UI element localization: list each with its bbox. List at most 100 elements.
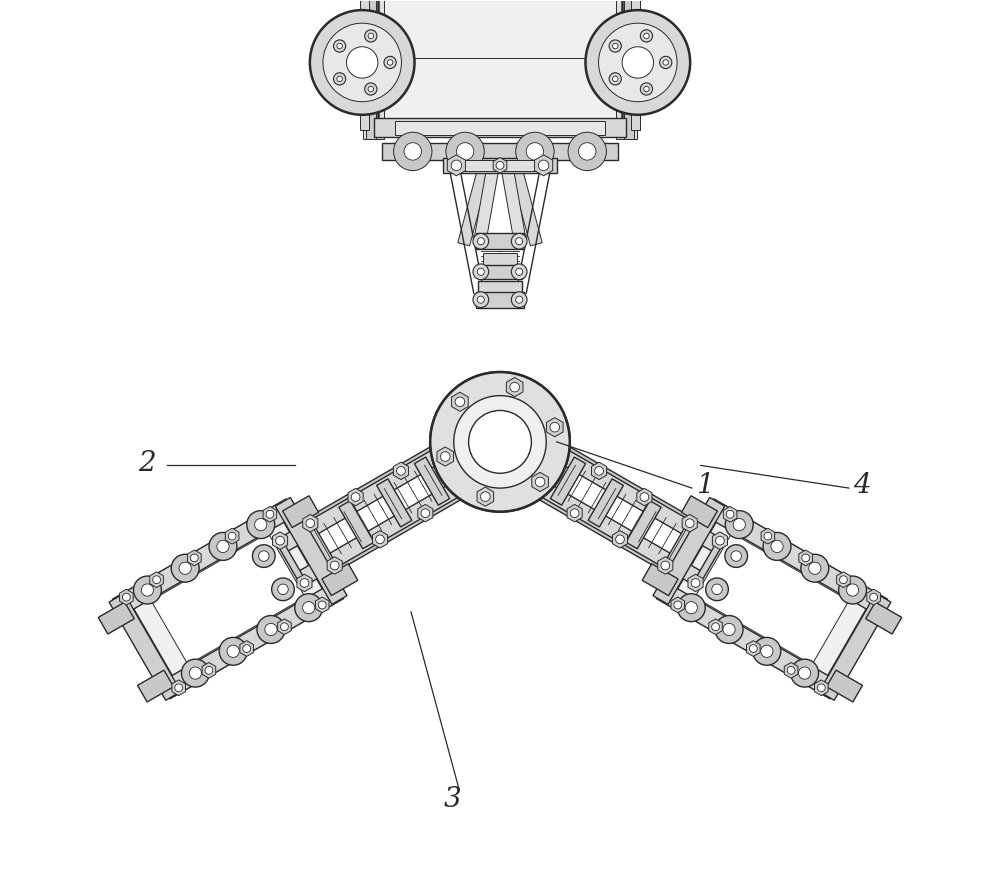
Polygon shape bbox=[271, 540, 306, 588]
Circle shape bbox=[644, 33, 649, 38]
Circle shape bbox=[538, 160, 549, 171]
Circle shape bbox=[446, 132, 484, 171]
Polygon shape bbox=[505, 463, 710, 590]
Circle shape bbox=[243, 645, 251, 653]
Polygon shape bbox=[382, 143, 618, 160]
Polygon shape bbox=[815, 680, 828, 696]
Polygon shape bbox=[348, 488, 363, 506]
Polygon shape bbox=[688, 574, 703, 592]
Polygon shape bbox=[694, 540, 729, 588]
Circle shape bbox=[457, 440, 467, 451]
Circle shape bbox=[616, 535, 624, 543]
Polygon shape bbox=[188, 550, 201, 566]
Polygon shape bbox=[452, 392, 468, 411]
Circle shape bbox=[535, 477, 545, 487]
Polygon shape bbox=[297, 574, 312, 592]
Polygon shape bbox=[525, 430, 729, 556]
Circle shape bbox=[533, 440, 543, 451]
Polygon shape bbox=[322, 564, 358, 596]
Polygon shape bbox=[271, 430, 475, 556]
Circle shape bbox=[473, 234, 489, 249]
Polygon shape bbox=[151, 533, 305, 665]
Circle shape bbox=[175, 684, 183, 692]
Polygon shape bbox=[447, 155, 465, 176]
Polygon shape bbox=[477, 487, 494, 507]
Circle shape bbox=[716, 536, 724, 545]
Circle shape bbox=[278, 584, 288, 594]
Circle shape bbox=[839, 576, 867, 604]
Circle shape bbox=[764, 532, 772, 540]
Circle shape bbox=[723, 623, 735, 635]
Circle shape bbox=[612, 43, 618, 49]
Polygon shape bbox=[150, 572, 163, 587]
Circle shape bbox=[753, 637, 781, 665]
Polygon shape bbox=[339, 500, 374, 549]
Circle shape bbox=[205, 667, 213, 675]
Polygon shape bbox=[867, 589, 880, 605]
Polygon shape bbox=[588, 479, 623, 527]
Polygon shape bbox=[378, 0, 622, 126]
Circle shape bbox=[153, 576, 161, 584]
Circle shape bbox=[190, 554, 198, 562]
Circle shape bbox=[337, 76, 342, 81]
Circle shape bbox=[791, 659, 819, 687]
Circle shape bbox=[609, 73, 621, 85]
Polygon shape bbox=[138, 670, 174, 702]
Circle shape bbox=[181, 659, 209, 687]
Circle shape bbox=[266, 510, 274, 518]
Circle shape bbox=[365, 83, 377, 95]
Circle shape bbox=[337, 43, 342, 49]
Circle shape bbox=[578, 143, 596, 160]
Circle shape bbox=[387, 60, 393, 66]
Polygon shape bbox=[124, 506, 332, 691]
Polygon shape bbox=[418, 505, 433, 522]
Circle shape bbox=[726, 510, 734, 518]
Circle shape bbox=[477, 269, 484, 276]
Polygon shape bbox=[511, 476, 697, 588]
Circle shape bbox=[609, 40, 621, 52]
Circle shape bbox=[477, 238, 484, 245]
Polygon shape bbox=[501, 166, 527, 246]
Circle shape bbox=[725, 511, 753, 539]
Polygon shape bbox=[458, 167, 490, 246]
Polygon shape bbox=[160, 582, 344, 699]
Circle shape bbox=[640, 83, 653, 95]
Circle shape bbox=[685, 519, 694, 528]
Circle shape bbox=[839, 576, 847, 584]
Polygon shape bbox=[112, 499, 296, 616]
Circle shape bbox=[870, 593, 878, 601]
Circle shape bbox=[451, 434, 473, 457]
Polygon shape bbox=[315, 597, 329, 612]
Circle shape bbox=[323, 24, 401, 102]
Circle shape bbox=[510, 382, 519, 392]
Polygon shape bbox=[550, 438, 565, 456]
Circle shape bbox=[318, 601, 326, 609]
Circle shape bbox=[712, 584, 722, 594]
Circle shape bbox=[787, 667, 795, 675]
Circle shape bbox=[334, 73, 346, 85]
Circle shape bbox=[295, 594, 323, 621]
Polygon shape bbox=[225, 528, 239, 544]
Circle shape bbox=[550, 423, 560, 432]
Circle shape bbox=[685, 602, 697, 613]
Polygon shape bbox=[664, 522, 699, 570]
Polygon shape bbox=[546, 417, 563, 437]
Circle shape bbox=[511, 264, 527, 280]
Circle shape bbox=[599, 24, 677, 102]
Circle shape bbox=[706, 578, 728, 600]
Polygon shape bbox=[506, 377, 523, 396]
Circle shape bbox=[585, 10, 690, 115]
Circle shape bbox=[526, 143, 544, 160]
Polygon shape bbox=[546, 417, 563, 437]
Circle shape bbox=[368, 33, 374, 38]
Circle shape bbox=[553, 443, 562, 452]
Polygon shape bbox=[656, 582, 840, 699]
Circle shape bbox=[257, 615, 285, 643]
Circle shape bbox=[455, 397, 465, 407]
Circle shape bbox=[306, 519, 315, 528]
Circle shape bbox=[469, 410, 531, 473]
Polygon shape bbox=[98, 602, 134, 634]
Polygon shape bbox=[626, 500, 661, 549]
Circle shape bbox=[516, 238, 523, 245]
Circle shape bbox=[368, 87, 374, 92]
